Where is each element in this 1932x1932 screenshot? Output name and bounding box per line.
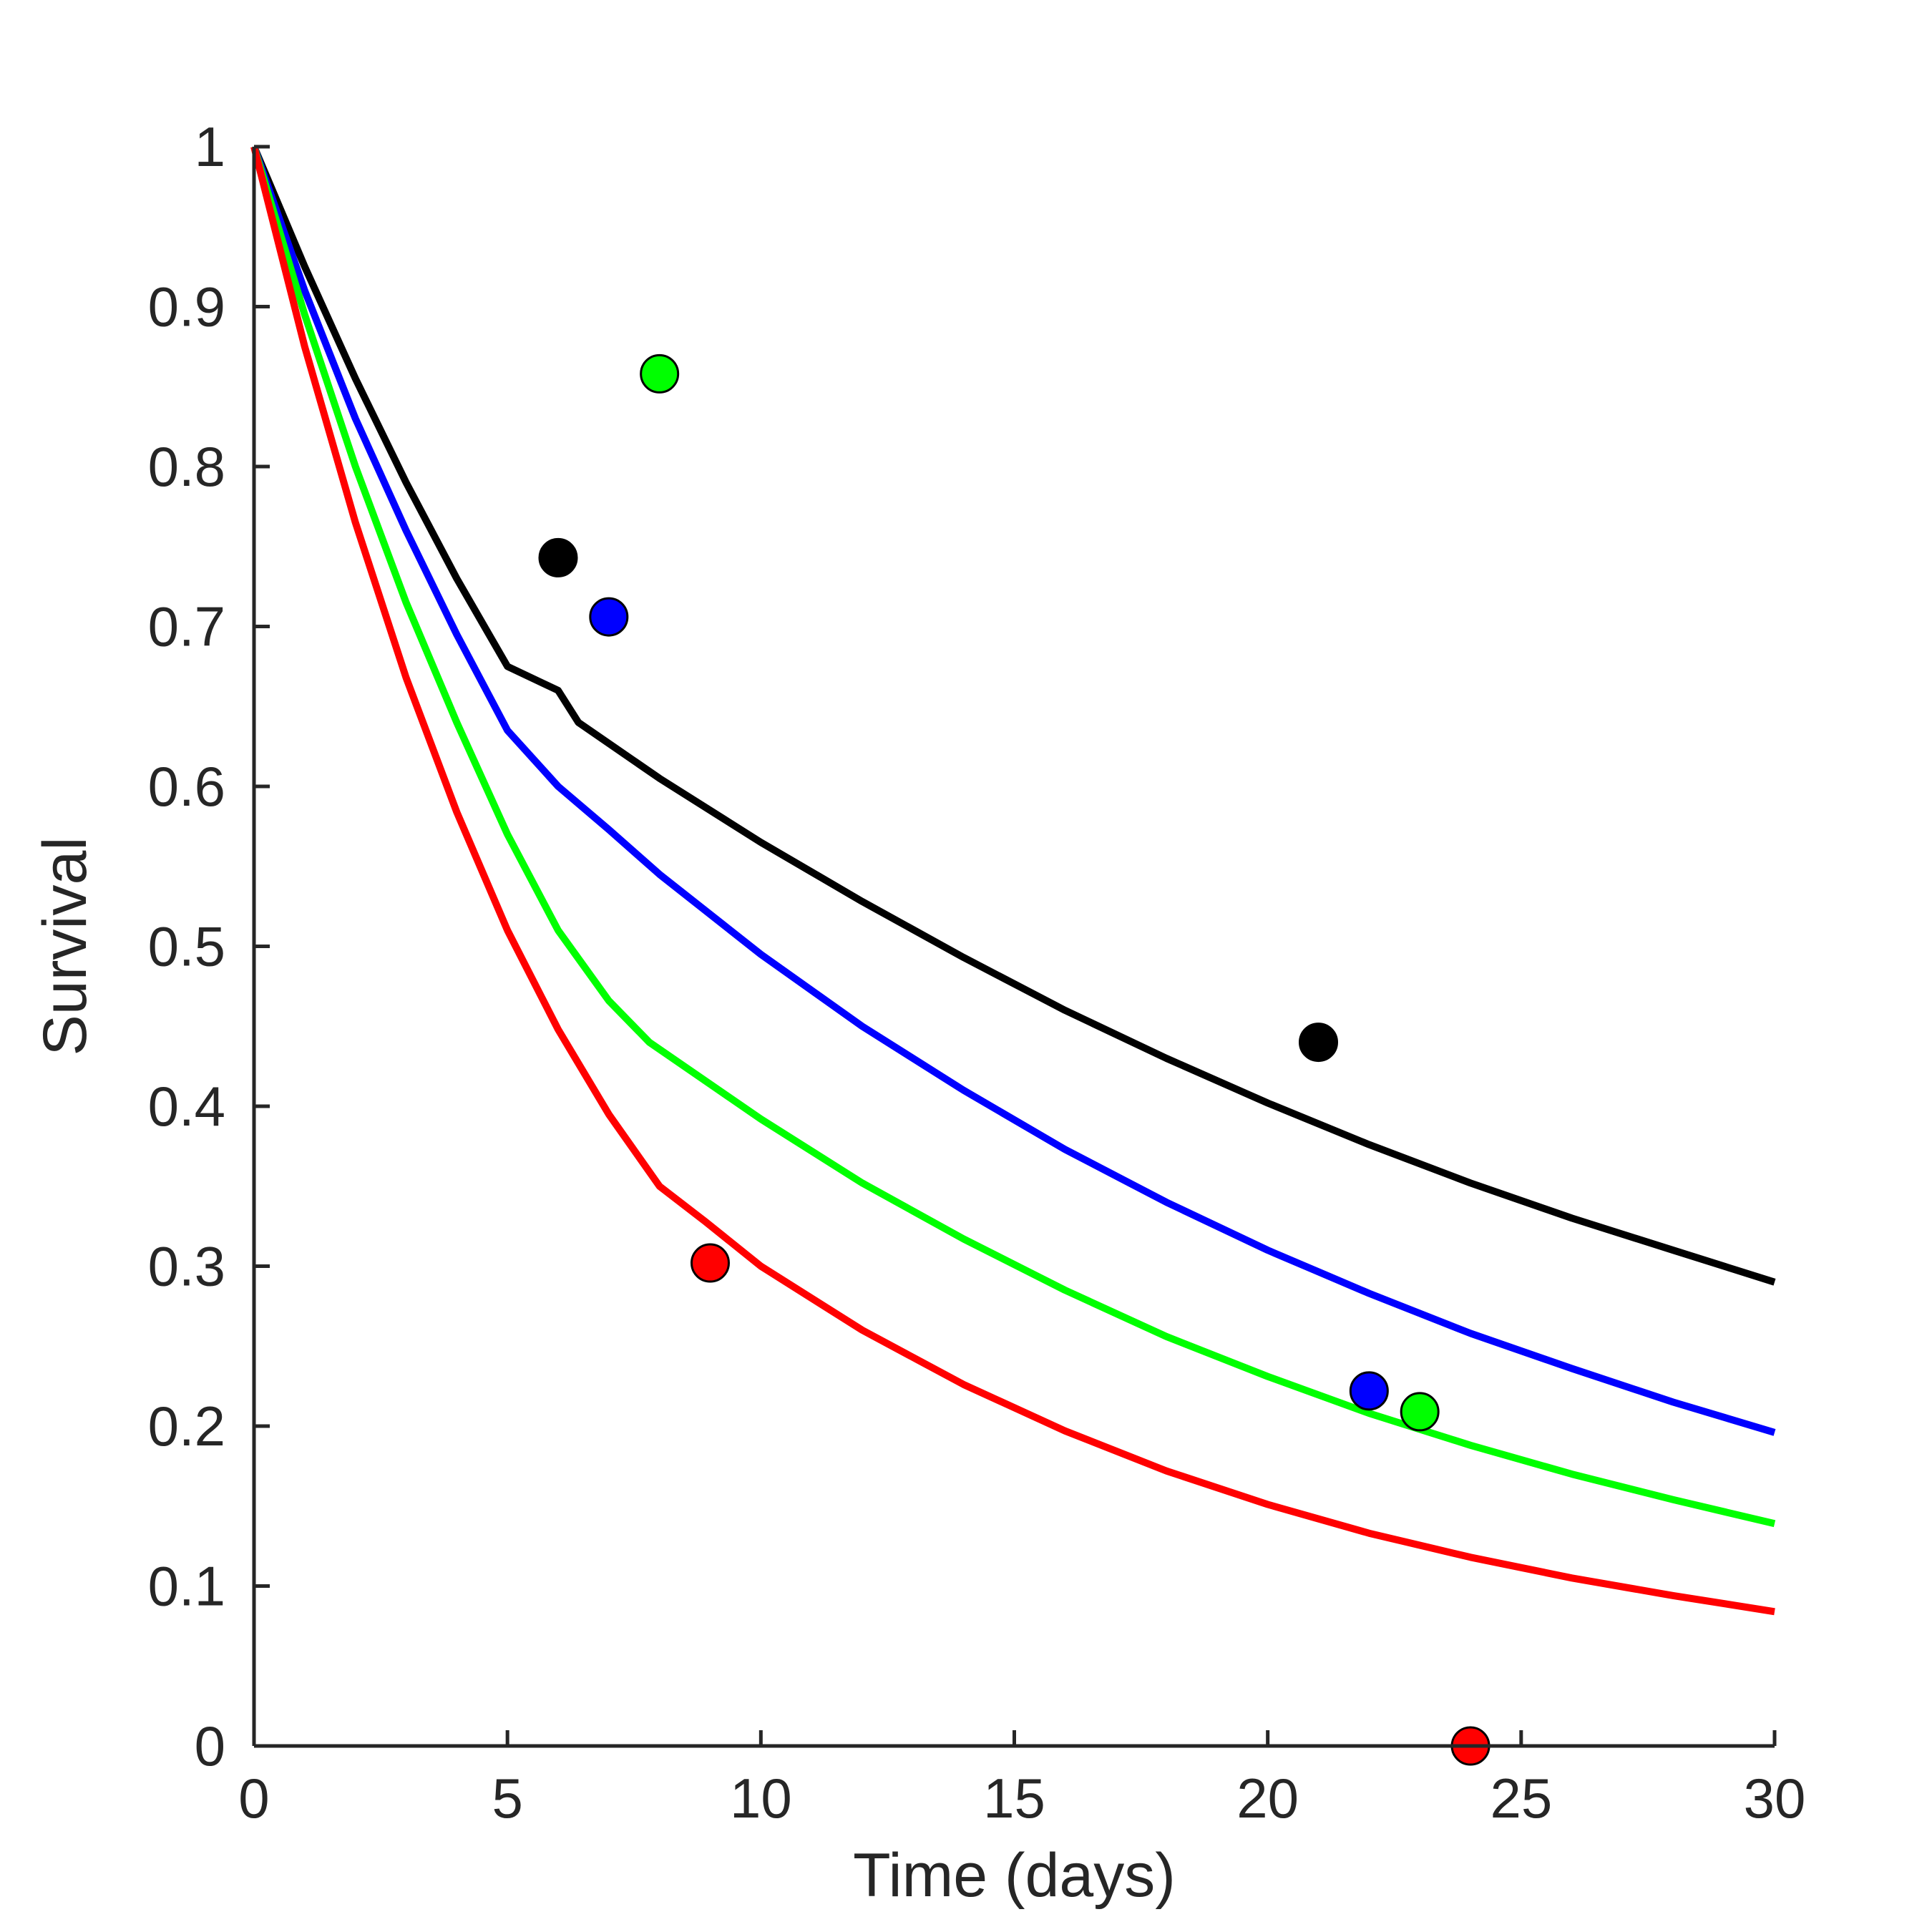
x-tick-label: 0 — [238, 1767, 269, 1830]
series-layer — [250, 145, 1776, 1616]
x-tick-label: 25 — [1490, 1767, 1552, 1830]
y-tick-label: 0.6 — [148, 755, 225, 818]
y-tick-label: 0.5 — [148, 915, 225, 978]
y-ticks: 0 0.1 0.2 0.3 0.4 0.5 0.6 0.7 0.8 0.9 1 — [148, 115, 270, 1777]
data-point-4 — [691, 1243, 730, 1283]
points-layer — [538, 353, 1491, 1766]
data-point-2 — [589, 597, 629, 637]
y-tick-label: 0.7 — [148, 595, 225, 658]
data-point-3 — [1400, 1392, 1440, 1432]
y-tick-label: 0.3 — [148, 1235, 225, 1298]
x-tick-label: 5 — [492, 1767, 522, 1830]
series-line-1 — [250, 145, 1776, 1286]
series-line-2 — [250, 145, 1776, 1436]
x-tick-label: 10 — [730, 1767, 792, 1830]
y-tick-label: 0.1 — [148, 1555, 225, 1618]
y-axis-label: Survival — [31, 837, 99, 1056]
data-point-3 — [640, 353, 680, 394]
data-point-2 — [1349, 1371, 1389, 1411]
y-tick-label: 0.2 — [148, 1395, 225, 1458]
x-ticks: 0 5 10 15 20 25 30 — [238, 1730, 1805, 1830]
data-point-1 — [538, 537, 578, 577]
y-tick-label: 0.4 — [148, 1075, 225, 1138]
x-tick-label: 15 — [983, 1767, 1045, 1830]
y-tick-label: 0.8 — [148, 435, 225, 498]
series-line-4 — [250, 145, 1775, 1616]
x-tick-label: 30 — [1744, 1767, 1806, 1830]
y-tick-label: 0.9 — [148, 275, 225, 338]
y-tick-label: 0 — [195, 1714, 225, 1777]
x-tick-label: 20 — [1236, 1767, 1299, 1830]
x-axis-label: Time (days) — [853, 1841, 1176, 1910]
y-tick-label: 1 — [195, 115, 225, 178]
series-line-3 — [250, 145, 1776, 1528]
data-point-1 — [1299, 1023, 1338, 1063]
